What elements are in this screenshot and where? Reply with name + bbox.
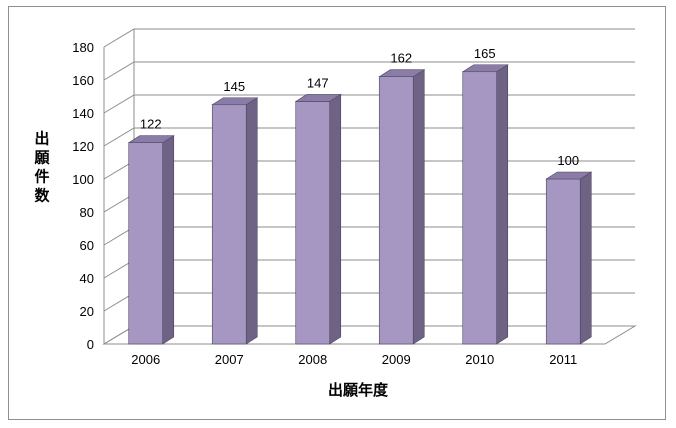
x-tick-label-2008: 2008 [298,352,327,367]
data-label-2011: 100 [557,153,579,168]
bar-side-2006 [162,135,175,345]
bar-top-2006 [127,135,175,143]
bar-top-2007 [211,97,259,106]
bar-side-2008 [329,93,342,345]
bar-front-2006 [128,142,164,345]
bar-top-2009 [378,69,426,77]
data-label-2010: 165 [474,46,496,61]
x-tick-label-2011: 2011 [549,352,577,367]
bar-front-2010 [462,71,498,345]
gridline-160 [103,61,635,81]
bar-front-2008 [295,101,331,345]
x-tick-label-2010: 2010 [465,352,494,367]
bar-side-2010 [496,64,509,345]
gridline-120 [103,127,635,147]
y-tick-label-120: 120 [72,139,94,154]
y-tick-label-140: 140 [72,106,94,121]
bar-top-2010 [461,64,509,73]
x-tick-label-2009: 2009 [382,352,411,367]
y-tick-label-80: 80 [80,205,94,220]
y-tick-label-20: 20 [80,304,94,319]
y-axis-title-char: 件 [34,168,49,186]
x-axis-title: 出願年度 [328,381,389,399]
bar-side-2009 [412,69,425,345]
y-tick-labels: 0 20 40 60 80 100 120 140 160 180 [72,40,94,352]
data-label-2007: 145 [223,79,245,94]
x-tick-label-2007: 2007 [215,352,244,367]
y-tick-label-60: 60 [80,238,94,253]
data-labels: 122 145 147 162 165 100 [140,46,579,168]
bar-front-2009 [378,76,414,345]
y-axis-title-char: 出 [34,130,49,148]
y-tick-label-180: 180 [72,40,94,55]
y-axis-title-char: 願 [34,150,50,167]
y-tick-label-100: 100 [72,172,94,187]
bar-2008 [294,93,342,345]
gridline-140 [103,94,635,114]
bar-2010 [461,64,509,345]
chart-bars [127,64,593,345]
data-label-2006: 122 [140,117,162,132]
x-tick-labels: 2006 2007 2008 2009 2010 2011 [131,352,577,367]
y-axis-title: 出願件数 [34,130,50,205]
y-axis-title-char: 数 [34,187,50,205]
gridline-180 [103,28,635,48]
y-tick-label-0: 0 [87,337,94,352]
bar-2006 [127,135,175,345]
bar-front-2007 [211,104,247,345]
bar-2009 [378,69,426,345]
y-tick-label-160: 160 [72,73,94,88]
bar-front-2011 [545,178,581,345]
y-tick-label-40: 40 [80,271,94,286]
bar-side-2011 [579,171,592,345]
bar-side-2007 [245,97,258,345]
bar-top-2011 [545,171,593,180]
x-tick-label-2006: 2006 [131,352,160,367]
data-label-2008: 147 [307,75,329,90]
data-label-2009: 162 [390,51,412,66]
bar-2007 [211,97,259,345]
bar-2011 [545,171,593,345]
bar-top-2008 [294,94,342,102]
